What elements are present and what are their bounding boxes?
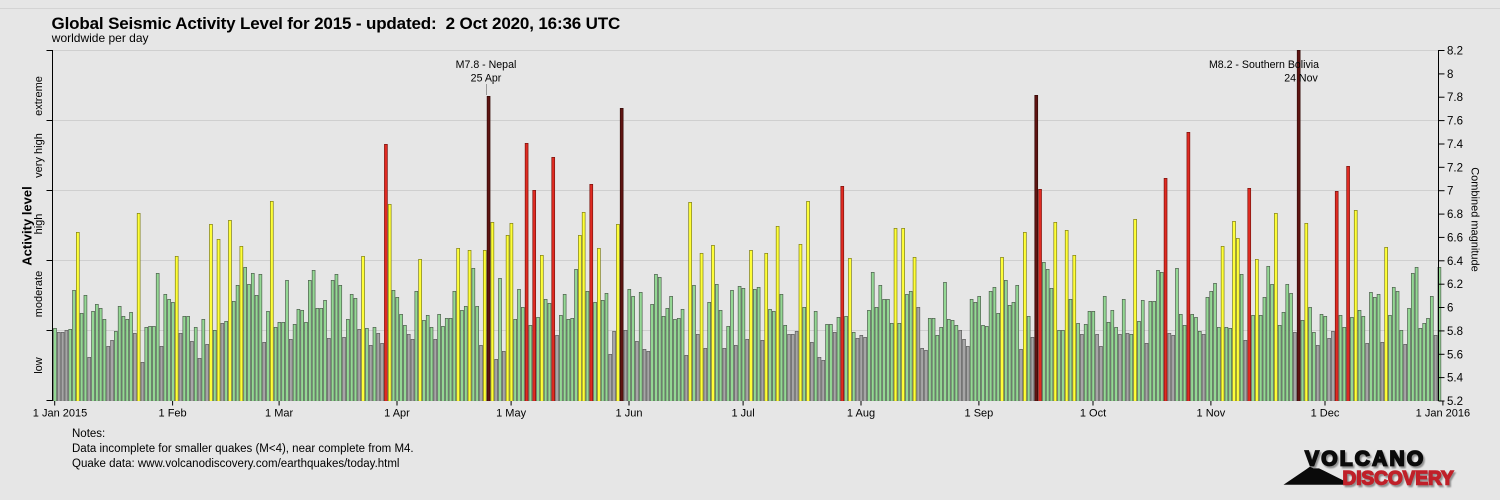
svg-text:7: 7 (1447, 186, 1453, 198)
svg-text:extreme: extreme (33, 76, 45, 116)
svg-text:Notes:: Notes: (72, 428, 105, 440)
svg-text:7.4: 7.4 (1447, 139, 1464, 151)
svg-text:8.2: 8.2 (1447, 46, 1463, 58)
svg-text:M8.2 - Southern Bolivia: M8.2 - Southern Bolivia (1209, 59, 1319, 71)
svg-text:very high: very high (33, 133, 45, 178)
svg-text:Activity level: Activity level (20, 186, 35, 266)
svg-text:7.2: 7.2 (1447, 162, 1463, 174)
svg-text:6.6: 6.6 (1447, 232, 1463, 244)
svg-text:Quake data: www.volcanodiscove: Quake data: www.volcanodiscovery.com/ear… (72, 458, 400, 470)
svg-text:6.2: 6.2 (1447, 279, 1463, 291)
svg-text:8: 8 (1447, 69, 1453, 81)
svg-text:6.4: 6.4 (1447, 256, 1464, 268)
svg-text:5.8: 5.8 (1447, 326, 1463, 338)
svg-text:5.2: 5.2 (1447, 396, 1463, 408)
svg-text:1 Dec: 1 Dec (1311, 408, 1340, 420)
svg-text:1 May: 1 May (496, 408, 526, 420)
svg-text:6.8: 6.8 (1447, 209, 1463, 221)
svg-text:5.6: 5.6 (1447, 349, 1463, 361)
svg-text:7.6: 7.6 (1447, 116, 1463, 128)
svg-text:M7.8 - Nepal: M7.8 - Nepal (456, 59, 517, 71)
svg-text:1 Mar: 1 Mar (265, 408, 293, 420)
svg-text:Data incomplete for smaller qu: Data incomplete for smaller quakes (M<4)… (72, 443, 414, 455)
svg-text:1 Jun: 1 Jun (616, 408, 643, 420)
svg-text:1 Jan 2016: 1 Jan 2016 (1416, 408, 1470, 420)
svg-text:DISCOVERY: DISCOVERY (1344, 470, 1456, 491)
svg-text:VOLCANO: VOLCANO (1305, 448, 1425, 471)
svg-text:worldwide per day: worldwide per day (51, 31, 149, 45)
svg-text:1 Jan 2015: 1 Jan 2015 (33, 408, 87, 420)
svg-text:1 Nov: 1 Nov (1197, 408, 1226, 420)
svg-text:1 Apr: 1 Apr (384, 408, 410, 420)
svg-text:1 Sep: 1 Sep (965, 408, 994, 420)
svg-text:1 Oct: 1 Oct (1080, 408, 1106, 420)
svg-text:25 Apr: 25 Apr (471, 73, 502, 85)
svg-text:VOLCANO: VOLCANO (1307, 449, 1427, 472)
svg-text:Combined magnitude: Combined magnitude (1469, 167, 1481, 272)
svg-text:1 Jul: 1 Jul (731, 408, 754, 420)
svg-text:low: low (33, 357, 45, 374)
svg-text:Global Seismic Activity Level: Global Seismic Activity Level for 2015 -… (52, 14, 621, 33)
svg-text:moderate: moderate (33, 271, 45, 317)
svg-text:7.8: 7.8 (1447, 92, 1463, 104)
svg-text:DISCOVERY: DISCOVERY (1343, 469, 1455, 490)
svg-text:6: 6 (1447, 303, 1453, 315)
svg-text:24 Nov: 24 Nov (1284, 73, 1318, 85)
svg-text:5.4: 5.4 (1447, 373, 1464, 385)
svg-text:1 Feb: 1 Feb (159, 408, 187, 420)
svg-text:high: high (33, 214, 45, 235)
svg-text:1 Aug: 1 Aug (847, 408, 875, 420)
